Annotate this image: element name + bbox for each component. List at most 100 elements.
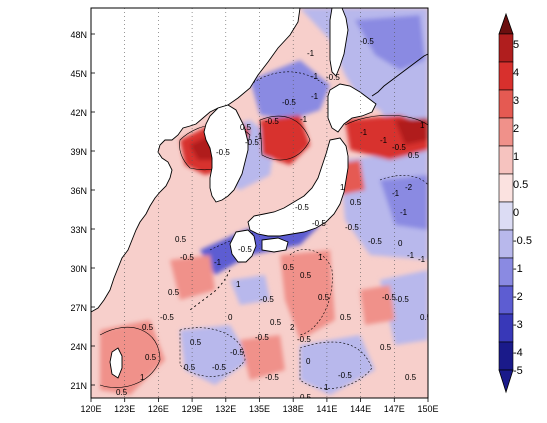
red-patch-eastsea: [260, 115, 310, 165]
contour-label: 0.5: [240, 123, 252, 132]
lon-tick-label: 132E: [215, 404, 236, 414]
lon-tick-label: 135E: [249, 404, 270, 414]
land-sakhalin: [329, 8, 349, 77]
contour-label: -0.5: [338, 371, 352, 380]
contour-label: -0.5: [265, 373, 279, 382]
contour-label: -0.5: [160, 313, 174, 322]
contour-label: -1: [255, 132, 263, 141]
contour-label: -1: [214, 258, 222, 267]
land-taiwan: [109, 347, 123, 379]
lon-tick-label: 126E: [148, 404, 169, 414]
colorbar-label: -5: [513, 365, 523, 377]
colorbar-segment: [498, 61, 514, 91]
lat-tick-label: 30N: [70, 264, 87, 274]
contour-label: 1: [340, 183, 345, 192]
lon-axis: [90, 398, 429, 402]
red-patch-south-1: [280, 250, 335, 340]
contour-label: -0.5: [368, 237, 382, 246]
contour-label: 2: [290, 323, 295, 332]
contour-label: -1: [300, 115, 308, 124]
colorbar-segment: [498, 257, 514, 287]
contour-label: 0.5: [184, 363, 196, 372]
contour-label: 0.5: [168, 288, 180, 297]
contour-label: 1: [324, 383, 329, 392]
contour-label: 1: [318, 253, 323, 262]
contour-label: 0.5: [380, 343, 392, 352]
lat-tick-label: 45N: [70, 69, 87, 79]
contour-label: 0: [228, 313, 233, 322]
contour-label-layer: -1 -0.5 -1 -0.5 -1 -0.5 -1 -0.5 -0.5 -0.…: [116, 37, 432, 398]
colorbar-segment: [498, 341, 514, 371]
lat-tick-label: 24N: [70, 342, 87, 352]
meridian-grid: [124, 8, 395, 398]
lon-tick-label: 129E: [182, 404, 203, 414]
contour-label: -0.5: [282, 98, 296, 107]
colorbar-label: -1: [513, 263, 523, 275]
red-patch-south-5: [170, 255, 215, 300]
contour-label: -0.5: [230, 348, 244, 357]
lat-axis: [91, 33, 95, 386]
colorbar-segment: [498, 89, 514, 119]
contour-label: -0.5: [360, 37, 374, 46]
contour-label: -1: [392, 189, 400, 198]
lon-tick-label: 147E: [384, 404, 405, 414]
contour-label: 0.5: [420, 313, 432, 322]
lon-tick-label: 120E: [80, 404, 101, 414]
colorbar-segment: [498, 117, 514, 147]
map-panel: -1 -0.5 -1 -0.5 -1 -0.5 -1 -0.5 -0.5 -0.…: [91, 8, 432, 398]
colorbar-segment: [498, 285, 514, 315]
lat-tick-labels: 21N 24N 27N 30N 33N 36N 39N 42N 45N 48N: [70, 30, 87, 391]
contour-label: 0.5: [340, 313, 352, 322]
contour-label: 0.5: [175, 235, 187, 244]
contour-label: 0.5: [318, 293, 330, 302]
colorbar-segment: [498, 145, 514, 175]
lon-tick-label: 141E: [316, 404, 337, 414]
lat-tick-label: 42N: [70, 108, 87, 118]
contour-label: -0.5: [238, 245, 252, 254]
lat-tick-label: 48N: [70, 30, 87, 40]
colorbar: 5 4 3 2 1 0.5 0 -0.5 -1 -2 -3 -4 -5: [498, 12, 532, 394]
colorbar-labels: 5 4 3 2 1 0.5 0 -0.5 -1 -2 -3 -4 -5: [513, 39, 532, 377]
lat-tick-label: 33N: [70, 225, 87, 235]
colorbar-label: -3: [513, 319, 523, 331]
contour-label: -0.5: [255, 333, 269, 342]
colorbar-label: -2: [513, 291, 523, 303]
contour-label: 0.5: [405, 373, 417, 382]
colorbar-label: 2: [513, 123, 519, 135]
land-shikoku: [261, 237, 289, 253]
lon-tick-label: 123E: [114, 404, 135, 414]
contour-label: -1: [311, 72, 319, 81]
colorbar-segment: [498, 229, 514, 259]
contour-label: 0.5: [142, 323, 154, 332]
colorbar-label: -0.5: [513, 235, 532, 247]
contour-label: -0.5: [326, 73, 340, 82]
lon-tick-label: 150E: [417, 404, 438, 414]
red-patch-south-3: [240, 335, 285, 380]
blue-patch-south-3: [380, 270, 428, 345]
lat-tick-label: 27N: [70, 303, 87, 313]
colorbar-label: 0: [513, 207, 519, 219]
colorbar-segments: [498, 33, 514, 371]
blue-patch-south-4: [230, 275, 270, 305]
contour-label: 0.5: [145, 353, 157, 362]
blue-patch-okhotsk-deep: [355, 15, 425, 70]
blue-patch-south-2: [300, 335, 375, 395]
lon-tick-label: 144E: [350, 404, 371, 414]
land-kurils: [371, 53, 428, 97]
contour-label: -0.5: [392, 143, 406, 152]
contour-label: 0.5: [270, 318, 282, 327]
contour-label: -0.5: [265, 117, 279, 126]
contour-label: -1: [360, 128, 368, 137]
colorbar-label: 5: [513, 39, 519, 51]
colorbar-label: 3: [513, 95, 519, 107]
contour-label: -1: [418, 255, 426, 264]
lon-tick-labels: 120E 123E 126E 129E 132E 135E 138E 141E …: [80, 404, 438, 414]
land-korea: [203, 104, 249, 203]
contour-label: -0.5: [180, 253, 194, 262]
contour-label: 0: [398, 239, 403, 248]
contour-label: -2: [405, 183, 413, 192]
contour-label: -0.5: [216, 148, 230, 157]
contour-label: -1: [380, 136, 388, 145]
contour-label: 0.5: [408, 151, 420, 160]
